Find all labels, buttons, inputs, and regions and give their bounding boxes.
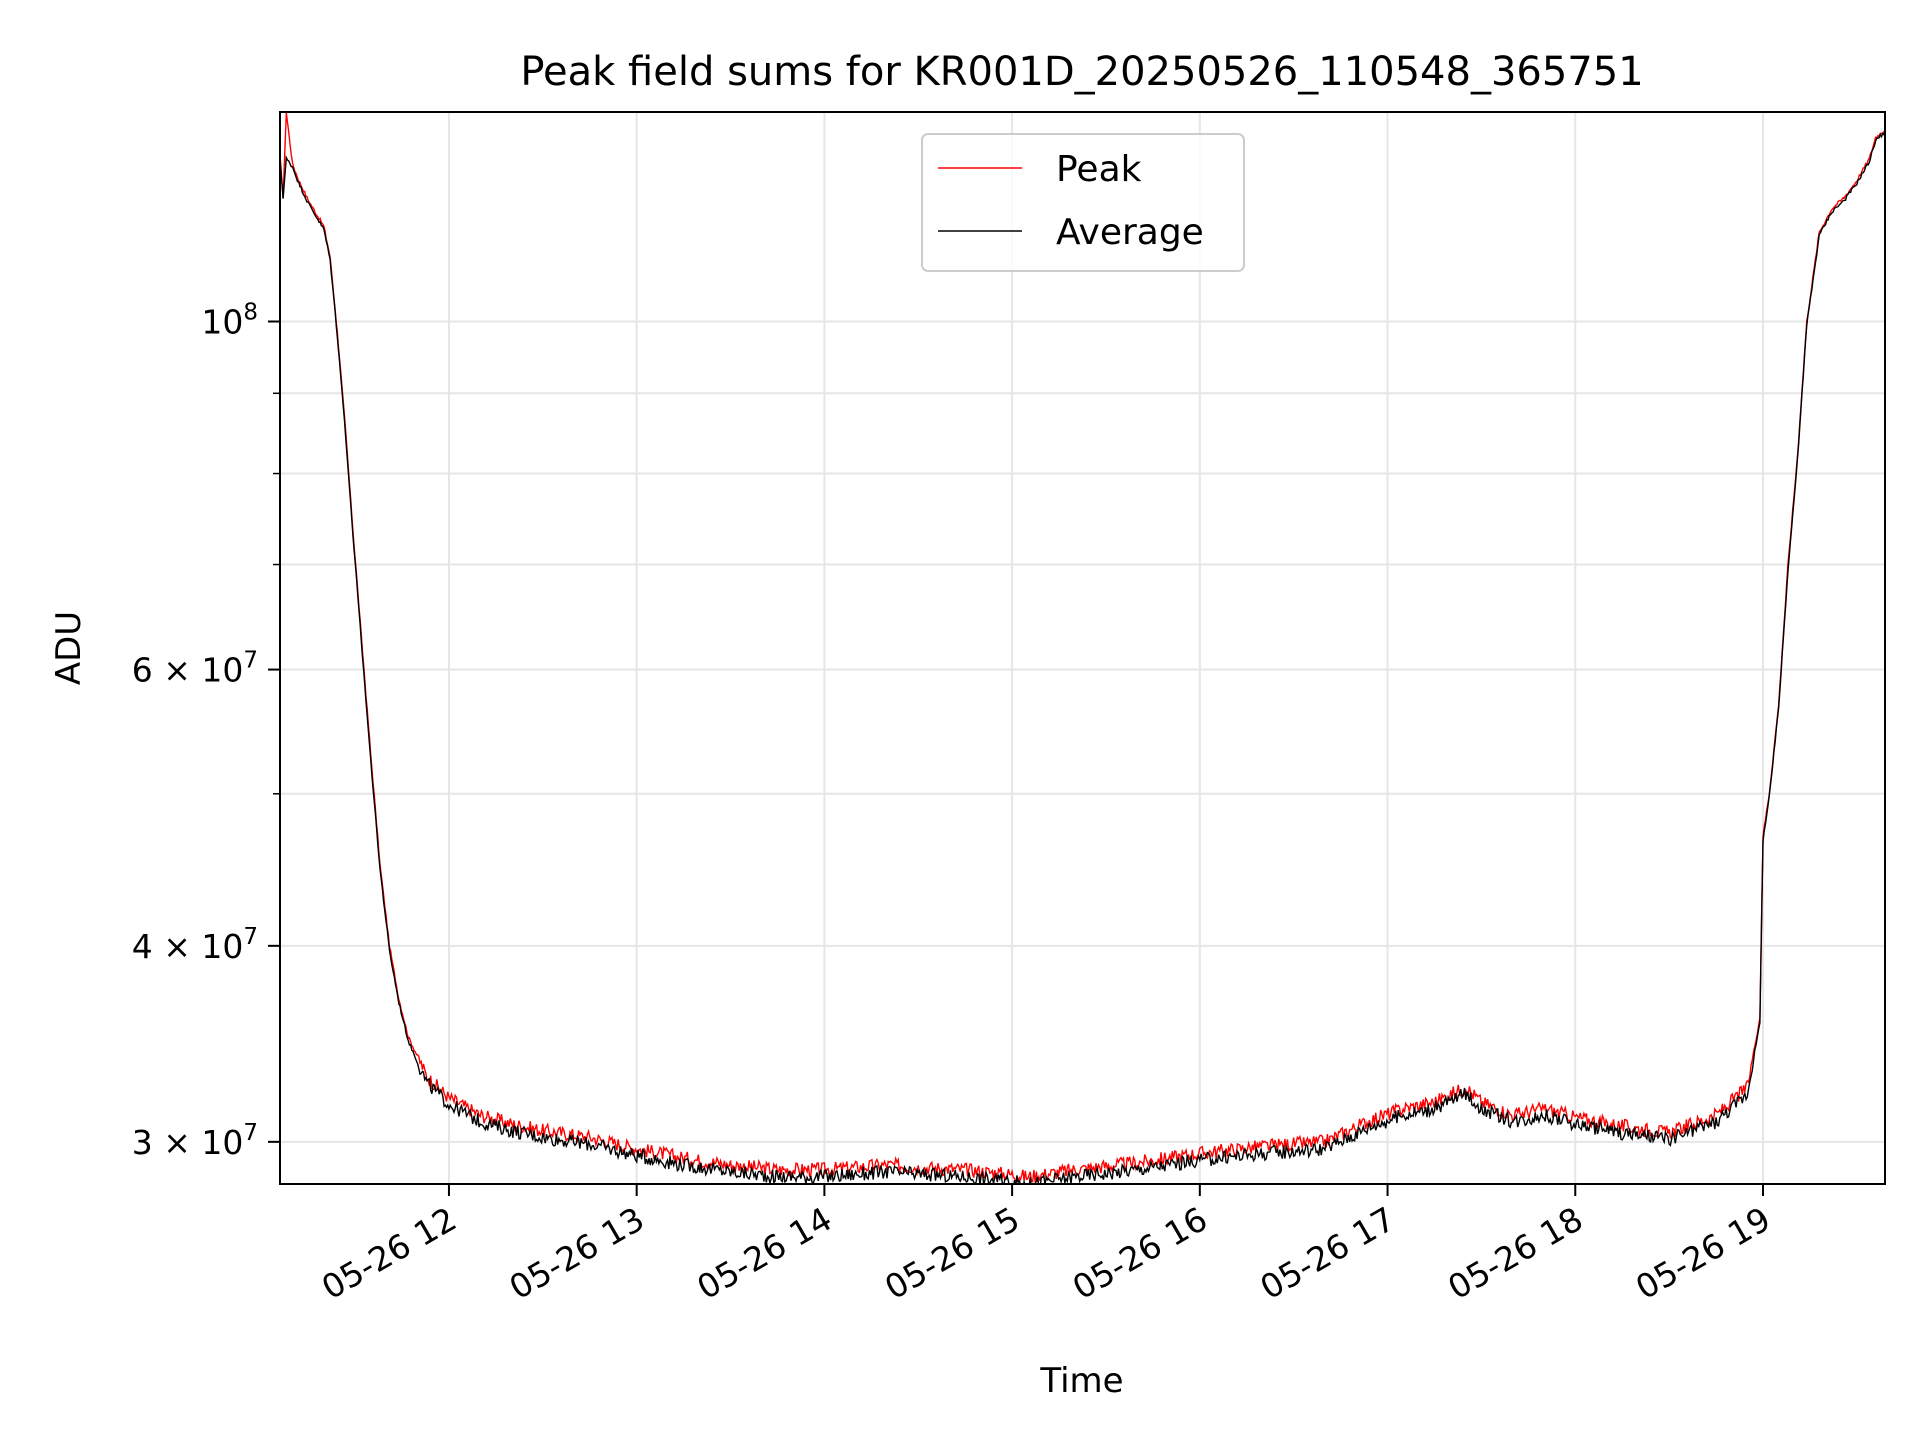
legend-label-peak: Peak [1056,149,1142,190]
y-tick-label: 3 × 107 [132,1120,258,1162]
y-tick-label: 108 [201,300,258,342]
y-tick-label: 4 × 107 [132,924,258,966]
y-axis-label: ADU [49,611,89,685]
chart-title: Peak field sums for KR001D_20250526_1105… [520,49,1643,95]
series-line-average [280,131,1885,1184]
series-layer [280,112,1885,1184]
y-tick-label: 6 × 107 [132,648,258,690]
legend-label-average: Average [1056,212,1204,253]
y-axis: 3 × 107 4 × 107 6 × 107 108 [132,300,280,1162]
x-axis-label: Time [1039,1361,1123,1401]
plot-frame [279,111,1886,1185]
grid [280,112,1885,1184]
legend: Peak Average [921,133,1245,272]
